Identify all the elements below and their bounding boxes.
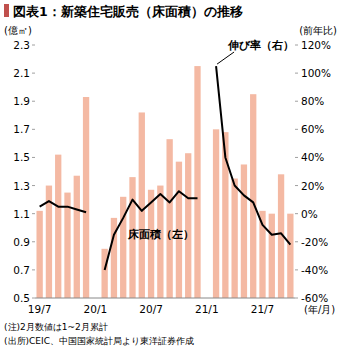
bar (64, 193, 70, 298)
y-tick (32, 185, 35, 186)
bar (287, 214, 293, 298)
y-tick (32, 157, 35, 158)
y-tick-label: 1.7 (13, 123, 30, 135)
y2-tick (295, 101, 298, 102)
y2-tick (295, 241, 298, 242)
y-tick (32, 129, 35, 130)
y-tick (32, 298, 35, 299)
y-tick-label: 2.3 (13, 39, 30, 51)
x-tick-label: 20/1 (84, 303, 108, 315)
x-axis-label: (年/月) (304, 304, 335, 315)
bar (213, 129, 219, 298)
y-tick-label: 2.1 (13, 67, 30, 79)
y-axis-label: (億㎡) (4, 25, 32, 36)
bar (83, 97, 89, 298)
y2-tick-label: 20% (301, 180, 324, 192)
bar (101, 249, 107, 298)
chart: 図表1：新築住宅販売（床面積）の推移(億㎡)(前年比)0.50.70.91.11… (0, 0, 340, 355)
x-axis (35, 298, 295, 299)
bar (166, 139, 172, 298)
title-marker (4, 4, 9, 17)
bar (139, 112, 145, 298)
bar (194, 66, 200, 298)
bar (269, 214, 275, 298)
y2-tick-label: 0% (301, 208, 318, 220)
x-tick-label: 19/7 (28, 303, 52, 315)
bar (185, 153, 191, 298)
note: (注)2月数値は1~2月累計 (4, 322, 108, 332)
y-tick-label: 0.7 (13, 264, 30, 276)
y2-axis-label: (前年比) (299, 25, 337, 36)
y-tick (32, 269, 35, 270)
y2-tick (295, 298, 298, 299)
y-tick (32, 45, 35, 46)
y2-tick-label: 40% (301, 151, 324, 163)
y-tick (32, 101, 35, 102)
y2-tick-label: 60% (301, 123, 324, 135)
plot-area (36, 66, 293, 298)
y-tick (32, 73, 35, 74)
y2-tick (295, 45, 298, 46)
y-tick-label: 1.3 (13, 180, 30, 192)
y2-tick (295, 73, 298, 74)
y-tick-label: 1.1 (13, 208, 30, 220)
y2-tick-label: 120% (301, 39, 331, 51)
bar (36, 211, 42, 298)
bar (74, 176, 80, 298)
y2-tick-label: -60% (301, 292, 328, 304)
x-tick-label: 21/7 (251, 303, 275, 315)
y2-tick (295, 185, 298, 186)
y-tick-label: 1.5 (13, 151, 30, 163)
bar (231, 179, 237, 298)
y-tick (32, 213, 35, 214)
title: 図表1：新築住宅販売（床面積）の推移 (13, 4, 243, 19)
y2-tick (295, 129, 298, 130)
label-pointer (217, 52, 234, 64)
note: (出所)CEIC、中国国家統計局より東洋証券作成 (4, 336, 194, 346)
x-tick-label: 20/7 (139, 303, 163, 315)
y-tick (32, 241, 35, 242)
growth-line (40, 66, 291, 270)
y2-tick-label: -40% (301, 264, 328, 276)
series-label: 伸び率（右） (227, 39, 294, 52)
y2-tick (295, 269, 298, 270)
y2-tick (295, 213, 298, 214)
y-tick-label: 0.9 (13, 236, 30, 248)
bar (157, 186, 163, 298)
series-label: 床面積（左） (127, 228, 194, 241)
bar (250, 94, 256, 298)
y2-tick-label: 100% (301, 67, 331, 79)
bar (55, 155, 61, 298)
y2-tick-label: 80% (301, 95, 324, 107)
bar (148, 190, 154, 298)
x-tick-label: 21/1 (195, 303, 219, 315)
y2-tick-label: -20% (301, 236, 328, 248)
y-tick-label: 1.9 (13, 95, 30, 107)
bar (241, 164, 247, 298)
y2-tick (295, 157, 298, 158)
